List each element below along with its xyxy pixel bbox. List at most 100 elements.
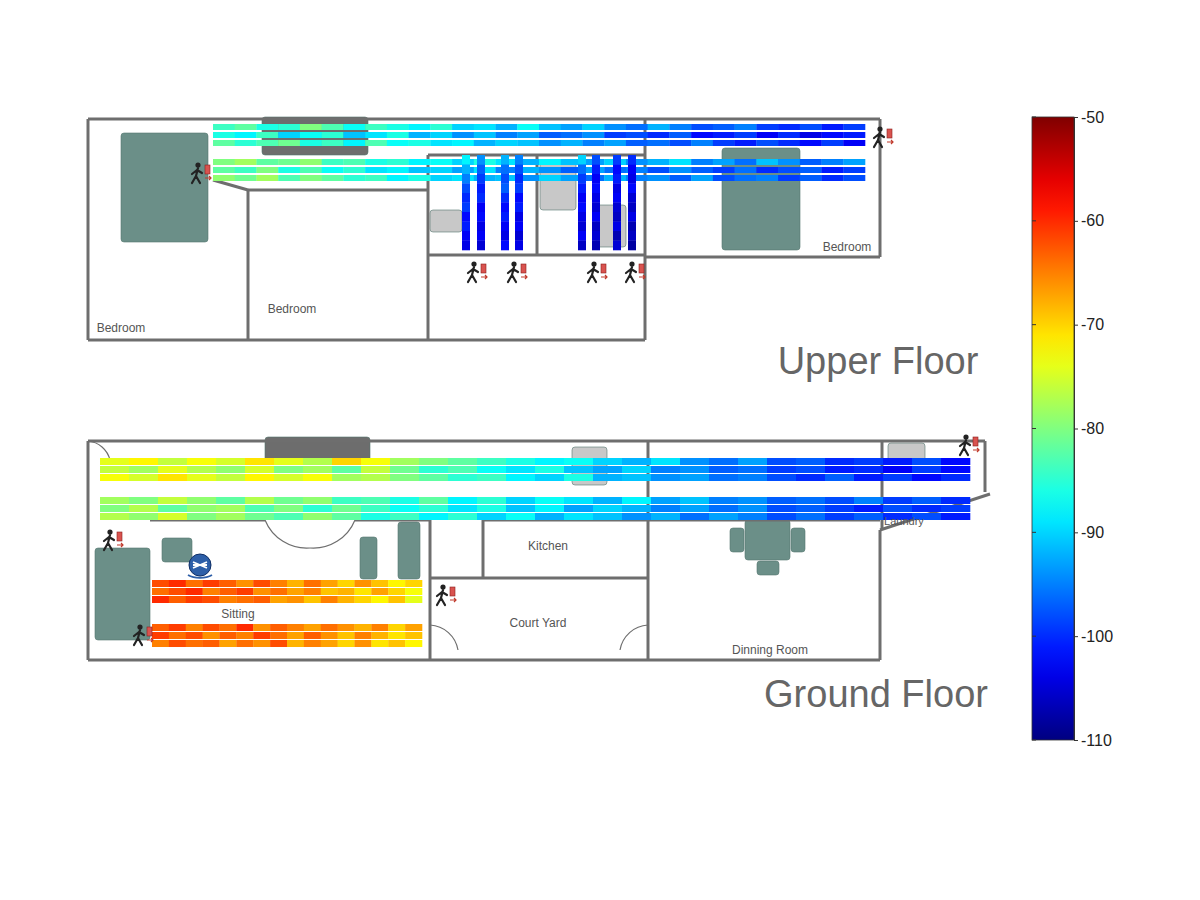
- icon-part: [104, 535, 114, 550]
- heat-cell: [592, 231, 600, 241]
- heat-strip: [477, 155, 485, 250]
- heat-cell: [213, 124, 235, 130]
- heat-cell: [941, 513, 970, 520]
- heat-cell: [245, 513, 274, 520]
- heat-cell: [648, 140, 670, 146]
- heat-cell: [203, 596, 220, 603]
- heat-cell: [613, 241, 621, 251]
- heat-cell: [854, 513, 883, 520]
- heat-cell: [387, 159, 409, 165]
- icon-part: [601, 275, 607, 279]
- heat-cell: [593, 505, 622, 512]
- heat-cell: [613, 222, 621, 232]
- room-label: Bedroom: [97, 321, 146, 335]
- heat-cell: [883, 474, 912, 481]
- heat-cell: [300, 140, 322, 146]
- wall: [247, 190, 250, 340]
- tick-mark: [1032, 117, 1036, 118]
- heat-cell: [100, 458, 129, 465]
- heat-cell: [430, 132, 452, 138]
- heat-cell: [669, 124, 691, 130]
- heat-cell: [822, 124, 844, 130]
- heat-strip: [213, 159, 865, 165]
- heat-cell: [800, 124, 822, 130]
- heat-cell: [578, 184, 586, 194]
- heat-cell: [474, 124, 496, 130]
- heat-cell: [628, 155, 636, 165]
- heat-cell: [361, 474, 390, 481]
- furniture: [596, 205, 626, 247]
- heat-cell: [332, 497, 361, 504]
- heat-cell: [355, 624, 372, 631]
- heat-cell: [388, 596, 405, 603]
- heat-cell: [274, 474, 303, 481]
- heat-cell: [713, 159, 735, 165]
- heat-cell: [405, 588, 422, 595]
- heat-cell: [303, 513, 332, 520]
- heat-cell: [186, 640, 203, 647]
- heat-cell: [515, 155, 523, 165]
- heat-cell: [593, 474, 622, 481]
- wall: [88, 339, 645, 342]
- heat-cell: [539, 132, 561, 138]
- heat-cell: [332, 474, 361, 481]
- heat-cell: [129, 505, 158, 512]
- heat-cell: [390, 458, 419, 465]
- heat-cell: [539, 167, 561, 173]
- heat-cell: [245, 466, 274, 473]
- wall: [87, 441, 90, 660]
- heat-cell: [388, 632, 405, 639]
- heat-cell: [169, 580, 186, 587]
- heat-cell: [477, 241, 485, 251]
- heat-cell: [477, 203, 485, 213]
- heat-cell: [622, 466, 651, 473]
- heat-cell: [651, 466, 680, 473]
- room-label: Bedroom: [268, 302, 317, 316]
- tick-mark: [1074, 532, 1078, 533]
- heat-cell: [169, 596, 186, 603]
- heat-cell: [321, 596, 338, 603]
- heat-cell: [578, 222, 586, 232]
- heat-cell: [680, 458, 709, 465]
- heat-cell: [709, 466, 738, 473]
- heat-cell: [321, 580, 338, 587]
- heat-cell: [756, 132, 778, 138]
- heat-cell: [691, 175, 713, 181]
- icon-part: [147, 638, 153, 642]
- heat-cell: [883, 497, 912, 504]
- heat-cell: [756, 167, 778, 173]
- heat-cell: [287, 624, 304, 631]
- heat-cell: [303, 458, 332, 465]
- heat-cell: [626, 132, 648, 138]
- heat-cell: [713, 140, 735, 146]
- heat-cell: [709, 474, 738, 481]
- tick-label: -70: [1081, 316, 1104, 333]
- heat-cell: [477, 505, 506, 512]
- icon-part: [629, 261, 634, 266]
- heat-cell: [409, 159, 431, 165]
- heat-cell: [448, 497, 477, 504]
- heat-cell: [253, 596, 270, 603]
- heat-cell: [628, 231, 636, 241]
- heat-cell: [287, 588, 304, 595]
- heat-strip: [213, 167, 865, 173]
- heat-cell: [388, 588, 405, 595]
- icon-part: [468, 267, 478, 282]
- heat-cell: [691, 167, 713, 173]
- heat-cell: [843, 124, 865, 130]
- heat-cell: [152, 640, 169, 647]
- heat-cell: [462, 184, 470, 194]
- icon-part: [887, 140, 893, 144]
- icon-part: [481, 264, 486, 273]
- heat-cell: [796, 458, 825, 465]
- heat-cell: [561, 132, 583, 138]
- heat-cell: [213, 159, 235, 165]
- heat-cell: [501, 193, 509, 203]
- heat-cell: [371, 632, 388, 639]
- heat-cell: [448, 474, 477, 481]
- heat-cell: [355, 596, 372, 603]
- heat-strip: [152, 640, 422, 647]
- heat-cell: [496, 124, 518, 130]
- heat-cell: [270, 580, 287, 587]
- heat-cell: [691, 159, 713, 165]
